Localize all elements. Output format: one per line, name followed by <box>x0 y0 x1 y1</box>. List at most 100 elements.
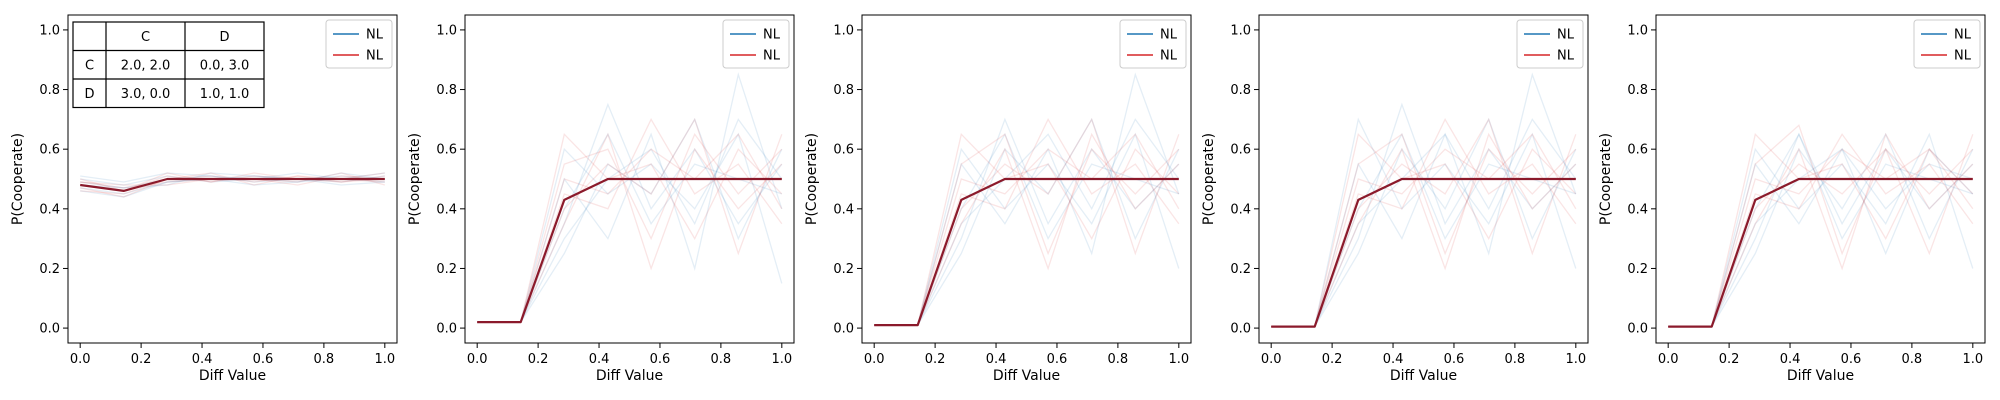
background-run-red-3 <box>477 132 783 323</box>
y-tick-label: 0.0 <box>1230 322 1251 337</box>
x-tick-label: 0.0 <box>1658 352 1679 367</box>
legend-label-1: NL <box>1557 28 1575 43</box>
y-tick-label: 1.0 <box>1627 23 1648 38</box>
y-tick-label: 0.6 <box>1230 143 1251 158</box>
y-tick-label: 0.0 <box>39 322 60 337</box>
background-run-blue-3 <box>874 117 1180 326</box>
payoff-table-cell: 1.0, 1.0 <box>200 87 250 102</box>
y-tick-label: 0.0 <box>436 322 457 337</box>
x-axis-label: Diff Value <box>1787 368 1854 384</box>
payoff-table-cell: 0.0, 3.0 <box>200 58 250 73</box>
background-run-red-5 <box>874 117 1180 326</box>
background-run-red-1 <box>874 133 1180 326</box>
legend-label-2: NL <box>1160 49 1178 64</box>
x-tick-label: 0.6 <box>1444 352 1465 367</box>
background-run-red-4 <box>1271 132 1577 328</box>
y-tick-label: 0.2 <box>1627 262 1648 277</box>
legend-box <box>1119 19 1187 69</box>
background-run-red-6 <box>1668 148 1974 328</box>
y-tick-label: 0.8 <box>833 83 854 98</box>
x-tick-label: 1.0 <box>771 352 792 367</box>
y-tick-label: 0.2 <box>436 262 457 277</box>
background-run-red-6 <box>874 133 1180 326</box>
y-tick-label: 0.4 <box>39 202 60 217</box>
y-tick-label: 0.2 <box>1230 262 1251 277</box>
background-run-blue-1 <box>477 102 783 323</box>
background-run-red-2 <box>1668 133 1974 328</box>
background-run-blue-2 <box>477 72 783 323</box>
payoff-table: C DC 2.0, 2.0 0.0, 3.0D 3.0, 0.0 1.0, 1.0 <box>72 21 265 109</box>
y-tick-label: 0.4 <box>833 202 854 217</box>
background-run-blue-2 <box>1271 72 1577 328</box>
background-run-blue-6 <box>874 118 1180 326</box>
y-tick-label: 0.4 <box>1627 202 1648 217</box>
x-axis-label: Diff Value <box>1390 368 1457 384</box>
x-tick-label: 1.0 <box>1565 352 1586 367</box>
background-run-red-1 <box>1271 133 1577 328</box>
y-tick-label: 0.0 <box>1627 322 1648 337</box>
background-run-blue-2 <box>80 175 385 195</box>
legend-label-2: NL <box>1557 49 1575 64</box>
y-tick-label: 0.8 <box>1627 83 1648 98</box>
background-run-red-3 <box>874 132 1180 326</box>
background-run-blue-5 <box>477 132 783 323</box>
x-tick-label: 1.0 <box>374 352 395 367</box>
y-axis-label: P(Cooperate) <box>804 133 820 225</box>
payoff-table-cell: D <box>219 30 229 45</box>
axes-frame <box>861 14 1192 344</box>
y-tick-label: 0.4 <box>436 202 457 217</box>
y-tick-label: 0.8 <box>39 83 60 98</box>
chart-panel-1: 0.0 0.2 0.4 0.6 0.8 1.0 0.0 0.2 0.4 0.6 0.8 1.0 Diff… <box>10 14 398 384</box>
y-axis-label: P(Cooperate) <box>1598 133 1614 225</box>
background-run-blue-5 <box>1668 132 1974 328</box>
series-line-1 <box>1668 177 1973 328</box>
series-line-1 <box>1271 177 1576 328</box>
chart-panel-3: 0.0 0.2 0.4 0.6 0.8 1.0 0.0 0.2 0.4 0.6 0.8 1.0 Diff… <box>804 14 1192 384</box>
payoff-table-cell: 2.0, 2.0 <box>121 58 171 73</box>
background-run-blue-4 <box>477 132 783 323</box>
series-line-1 <box>477 177 782 324</box>
x-tick-label: 0.2 <box>1719 352 1740 367</box>
x-tick-label: 0.4 <box>1383 352 1404 367</box>
x-tick-label: 0.2 <box>528 352 549 367</box>
x-tick-label: 0.2 <box>131 352 152 367</box>
legend-box <box>1516 19 1584 69</box>
x-tick-label: 0.8 <box>1505 352 1526 367</box>
x-tick-label: 1.0 <box>1168 352 1189 367</box>
y-tick-label: 0.6 <box>1627 143 1648 158</box>
background-run-blue-2 <box>874 72 1180 326</box>
background-run-blue-3 <box>1668 132 1974 328</box>
x-axis-label: Diff Value <box>596 368 663 384</box>
legend-box <box>1913 19 1981 69</box>
background-run-red-5 <box>1271 117 1577 328</box>
y-tick-label: 0.2 <box>39 262 60 277</box>
x-tick-label: 0.0 <box>467 352 488 367</box>
legend-box <box>722 19 790 69</box>
x-tick-label: 0.0 <box>864 352 885 367</box>
background-run-red-1 <box>1668 124 1974 328</box>
legend-label-1: NL <box>1954 28 1972 43</box>
y-tick-label: 0.6 <box>39 143 60 158</box>
y-tick-label: 0.4 <box>1230 202 1251 217</box>
series-line-1 <box>80 177 385 192</box>
background-run-red-5 <box>1668 134 1974 328</box>
background-run-red-2 <box>874 118 1180 326</box>
background-run-blue-4 <box>874 132 1180 326</box>
y-tick-label: 0.6 <box>436 143 457 158</box>
background-run-blue-6 <box>477 118 783 323</box>
background-run-blue-5 <box>80 172 385 183</box>
x-tick-label: 0.0 <box>70 352 91 367</box>
payoff-table-cell: C <box>141 30 150 45</box>
series-line-1 <box>874 177 1179 327</box>
legend-label-2: NL <box>366 49 384 64</box>
y-tick-label: 0.2 <box>833 262 854 277</box>
x-tick-label: 0.4 <box>1780 352 1801 367</box>
x-tick-label: 0.6 <box>253 352 274 367</box>
background-run-blue-4 <box>1668 132 1974 328</box>
x-tick-label: 0.6 <box>650 352 671 367</box>
axes-frame <box>464 14 795 344</box>
background-run-blue-3 <box>1271 117 1577 328</box>
background-run-blue-1 <box>874 117 1180 326</box>
x-tick-label: 0.8 <box>1108 352 1129 367</box>
